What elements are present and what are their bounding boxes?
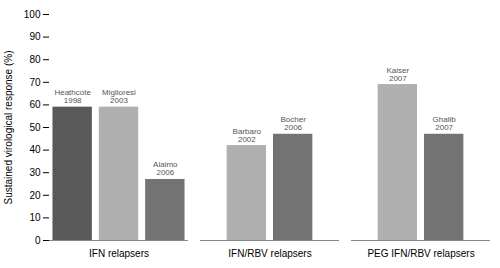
svg-text:60: 60 — [29, 99, 41, 110]
svg-text:20: 20 — [29, 190, 41, 201]
svg-text:Barbaro2002: Barbaro2002 — [233, 127, 262, 144]
svg-text:80: 80 — [29, 54, 41, 65]
svg-text:Ghalib2007: Ghalib2007 — [433, 115, 457, 132]
svg-text:Alaimo2006: Alaimo2006 — [153, 160, 178, 177]
svg-text:40: 40 — [29, 144, 41, 155]
svg-text:IFN relapsers: IFN relapsers — [89, 248, 149, 259]
svg-text:0: 0 — [35, 235, 41, 246]
svg-text:PEG IFN/RBV relapsers: PEG IFN/RBV relapsers — [367, 248, 474, 259]
svg-text:10: 10 — [29, 212, 41, 223]
svg-text:Kaiser2007: Kaiser2007 — [386, 66, 409, 83]
svg-text:90: 90 — [29, 31, 41, 42]
svg-text:IFN/RBV relapsers: IFN/RBV relapsers — [228, 248, 311, 259]
svg-text:100: 100 — [24, 9, 41, 20]
svg-text:Heathcote1998: Heathcote1998 — [54, 88, 91, 105]
svg-text:Sustained virological response: Sustained virological response (%) — [3, 51, 14, 205]
svg-text:70: 70 — [29, 77, 41, 88]
svg-text:50: 50 — [29, 122, 41, 133]
svg-text:Bocher2006: Bocher2006 — [280, 115, 306, 132]
svg-text:30: 30 — [29, 167, 41, 178]
svg-text:Miglioresi2003: Miglioresi2003 — [102, 88, 136, 105]
